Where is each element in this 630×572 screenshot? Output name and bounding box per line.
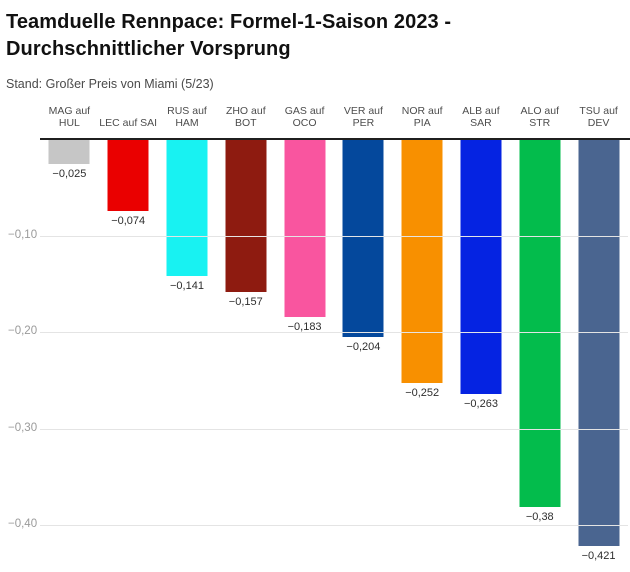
bar bbox=[578, 140, 620, 546]
bar-value-label: −0,252 bbox=[405, 387, 440, 399]
bar-value-label: −0,074 bbox=[111, 215, 146, 227]
category-label: RUS auf HAM bbox=[167, 105, 207, 129]
bar bbox=[48, 140, 90, 164]
gridline bbox=[40, 525, 628, 526]
y-axis-tick-label: −0,30 bbox=[8, 422, 38, 434]
bar bbox=[342, 140, 384, 337]
bar bbox=[107, 140, 149, 211]
category-label: GAS auf OCO bbox=[284, 105, 325, 129]
category-label: LEC auf SAI bbox=[99, 117, 158, 129]
bar-column: −0,141 bbox=[158, 140, 217, 572]
bar bbox=[460, 140, 502, 394]
bar-value-label: −0,38 bbox=[525, 511, 554, 523]
bar bbox=[225, 140, 267, 292]
category-label: NOR auf PIA bbox=[401, 105, 443, 129]
bar-value-label: −0,025 bbox=[52, 168, 87, 180]
bar-column: −0,38 bbox=[510, 140, 569, 572]
bar-column: −0,421 bbox=[569, 140, 628, 572]
bar bbox=[401, 140, 443, 383]
bar-value-label: −0,141 bbox=[170, 280, 204, 292]
bar-column: −0,183 bbox=[275, 140, 334, 572]
category-label: VER auf PER bbox=[343, 105, 383, 129]
y-axis-tick-label: −0,10 bbox=[8, 229, 38, 241]
bar-column: −0,263 bbox=[452, 140, 511, 572]
bar bbox=[166, 140, 208, 276]
bar bbox=[284, 140, 326, 317]
gridline bbox=[40, 429, 628, 430]
gridline bbox=[40, 236, 628, 237]
category-label: MAG auf HUL bbox=[48, 105, 91, 129]
bar-value-label: −0,157 bbox=[228, 296, 263, 308]
bar-value-label: −0,204 bbox=[346, 341, 381, 353]
bar-value-label: −0,183 bbox=[287, 321, 322, 333]
bar-column: −0,204 bbox=[334, 140, 393, 572]
plot-area: −0,025 −0,074 −0,141 −0,157 −0,183 −0,204 −0,2… bbox=[0, 140, 630, 572]
zero-axis-line bbox=[40, 138, 630, 140]
chart-subtitle: Stand: Großer Preis von Miami (5/23) bbox=[6, 77, 214, 91]
bar-column: −0,157 bbox=[216, 140, 275, 572]
category-label: ALB auf SAR bbox=[462, 105, 500, 129]
bar-column: −0,252 bbox=[393, 140, 452, 572]
chart-title: Teamduelle Rennpace: Formel-1-Saison 202… bbox=[6, 11, 452, 60]
bar-value-label: −0,421 bbox=[581, 550, 616, 562]
bar-value-label: −0,263 bbox=[463, 398, 498, 410]
category-label: TSU auf DEV bbox=[579, 105, 618, 129]
bar-column: −0,025 bbox=[40, 140, 99, 572]
bar-column: −0,074 bbox=[99, 140, 158, 572]
y-axis-tick-label: −0,20 bbox=[8, 325, 38, 337]
category-label: ALO auf STR bbox=[520, 105, 560, 129]
bar-columns: −0,025 −0,074 −0,141 −0,157 −0,183 −0,204 −0,2… bbox=[40, 140, 628, 572]
y-axis-tick-label: −0,40 bbox=[8, 518, 38, 530]
category-label: ZHO auf BOT bbox=[225, 105, 266, 129]
gridline bbox=[40, 332, 628, 333]
category-header-row: MAG auf HUL LEC auf SAI RUS auf HAM ZHO auf… bbox=[40, 101, 628, 131]
bar bbox=[519, 140, 561, 507]
